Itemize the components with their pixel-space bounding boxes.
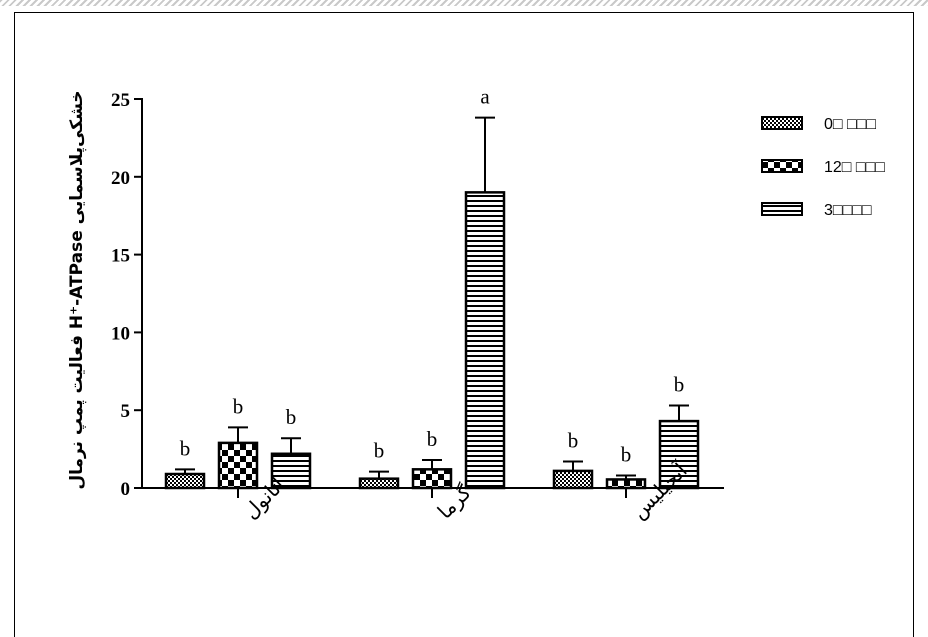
bars: b b b b b a b b b [164, 85, 700, 490]
y-tick-label: 15 [111, 246, 130, 267]
legend: 0□ □□□ 12□ □□□ 3□□□□ [761, 116, 885, 219]
y-axis: 0 5 10 15 20 25 [111, 90, 143, 500]
legend-label: 12□ □□□ [824, 159, 885, 176]
bar [411, 468, 453, 490]
legend-label: 0□ □□□ [824, 116, 876, 133]
significance-label: b [286, 405, 297, 429]
y-tick-label: 20 [111, 168, 130, 189]
legend-swatch [761, 159, 803, 173]
y-tick-label: 10 [111, 323, 130, 344]
top-hatch-strip [0, 0, 928, 6]
significance-label: a [480, 85, 490, 109]
y-tick-label: 5 [121, 401, 131, 422]
legend-swatch [761, 202, 803, 216]
bar [164, 472, 206, 490]
bar [217, 441, 259, 490]
y-tick-label: 0 [121, 479, 131, 500]
chart-border [14, 12, 914, 637]
bar [464, 191, 506, 490]
bar [552, 469, 594, 490]
significance-label: b [674, 373, 685, 397]
legend-swatch [761, 116, 803, 130]
legend-label: 3□□□□ [824, 202, 872, 219]
bar [358, 477, 400, 490]
significance-label: b [621, 443, 632, 467]
y-axis-label: خشکی‌پلاسمایی H⁺-ATPase فعالیت پمپ نرمال [67, 90, 87, 489]
y-tick-label: 25 [111, 90, 130, 111]
bar [605, 478, 647, 490]
significance-label: b [568, 429, 579, 453]
significance-label: b [427, 427, 438, 451]
significance-label: b [374, 439, 385, 463]
significance-label: b [233, 394, 244, 418]
significance-label: b [180, 436, 191, 460]
